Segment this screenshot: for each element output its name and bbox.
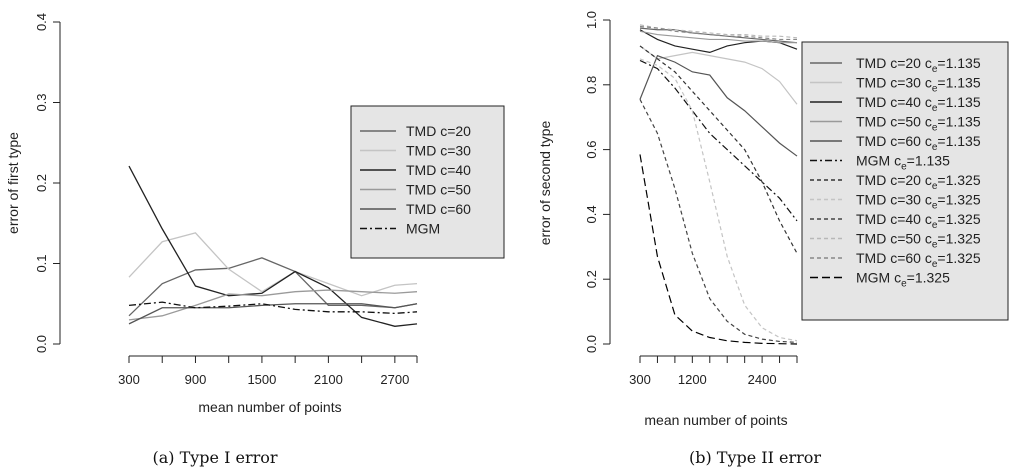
legend-label: TMD c=60 ce=1.135 <box>856 133 981 153</box>
x-tick-label: 300 <box>629 372 651 387</box>
legend-label: TMD c=60 <box>406 201 471 217</box>
x-tick-label: 2400 <box>748 372 777 387</box>
legend-label: TMD c=20 ce=1.325 <box>856 172 981 192</box>
series-line <box>639 99 798 343</box>
y-axis-label: error of first type <box>5 132 21 234</box>
legend-label: TMD c=50 ce=1.135 <box>856 114 981 134</box>
x-axis-label: mean number of points <box>198 399 341 415</box>
legend-label: TMD c=50 <box>406 182 471 198</box>
legend-label: TMD c=20 <box>406 123 471 139</box>
series-line <box>128 301 418 315</box>
y-tick-label: 0.3 <box>34 93 49 111</box>
series-line <box>639 154 798 345</box>
y-tick-label: 0.8 <box>584 76 599 94</box>
legend-label: TMD c=30 <box>406 143 471 159</box>
legend-entries: TMD c=20 TMD c=30 TMD c=40 TMD c=50 TMD c=60… <box>360 123 471 237</box>
y-tick-label: 1.0 <box>584 11 599 29</box>
x-ticks: 300 900 1500 2100 2700 <box>118 356 418 387</box>
x-tick-label: 1200 <box>678 372 707 387</box>
series-line <box>639 25 797 41</box>
y-ticks: 0.0 0.1 0.2 0.3 0.4 <box>34 13 60 353</box>
y-tick-label: 0.0 <box>584 335 599 353</box>
legend-label: TMD c=30 ce=1.325 <box>856 192 981 212</box>
x-ticks: 300 1200 2400 <box>629 356 798 387</box>
series-line <box>639 58 798 342</box>
panel-type-1-error: 0.0 0.1 0.2 0.3 0.4 300 900 1500 2100 2700 mean … <box>5 13 505 467</box>
caption: (a) Type I error <box>152 448 277 467</box>
series-line <box>639 59 798 222</box>
caption: (b) Type II error <box>689 448 821 467</box>
x-tick-label: 1500 <box>247 372 276 387</box>
x-tick-label: 300 <box>118 372 140 387</box>
series-lines <box>639 24 798 345</box>
legend-label: TMD c=30 ce=1.135 <box>856 75 981 95</box>
series-line <box>639 45 798 105</box>
y-tick-label: 0.6 <box>584 141 599 159</box>
series-line <box>128 289 418 321</box>
series-line <box>639 24 798 39</box>
legend: TMD c=20 TMD c=30 TMD c=40 TMD c=50 TMD c=60… <box>350 105 505 259</box>
legend-label: TMD c=60 ce=1.325 <box>856 250 981 270</box>
series-line <box>128 303 418 325</box>
legend-label: TMD c=40 <box>406 162 471 178</box>
y-tick-label: 0.2 <box>584 270 599 288</box>
x-tick-label: 900 <box>185 372 207 387</box>
legend-label: TMD c=50 ce=1.325 <box>856 231 981 251</box>
y-tick-label: 0.2 <box>34 174 49 192</box>
y-axis-label: error of second type <box>537 121 553 246</box>
y-ticks: 0.0 0.2 0.4 0.6 0.8 1.0 <box>584 11 610 353</box>
x-tick-label: 2700 <box>380 372 409 387</box>
y-tick-label: 0.0 <box>34 335 49 353</box>
y-tick-label: 0.1 <box>34 254 49 272</box>
y-tick-label: 0.4 <box>34 13 49 31</box>
y-tick-label: 0.4 <box>584 205 599 223</box>
legend-label: MGM ce=1.135 <box>856 153 950 173</box>
legend-label: MGM <box>406 221 440 237</box>
series-line <box>639 30 797 44</box>
x-axis-label: mean number of points <box>644 412 787 428</box>
x-tick-label: 2100 <box>314 372 343 387</box>
legend-box <box>801 41 1009 321</box>
series-lines <box>128 165 418 327</box>
legend-label: MGM ce=1.325 <box>856 270 950 290</box>
series-line <box>128 257 418 317</box>
panel-type-2-error: 0.0 0.2 0.4 0.6 0.8 1.0 300 1200 2400 mean numb… <box>537 11 1009 467</box>
series-line <box>128 232 418 297</box>
legend-label: TMD c=40 ce=1.135 <box>856 94 981 114</box>
series-line <box>639 54 798 157</box>
series-line <box>128 165 418 327</box>
series-line <box>639 45 798 254</box>
legend-label: TMD c=20 ce=1.135 <box>856 55 981 75</box>
legend-label: TMD c=40 ce=1.325 <box>856 211 981 231</box>
